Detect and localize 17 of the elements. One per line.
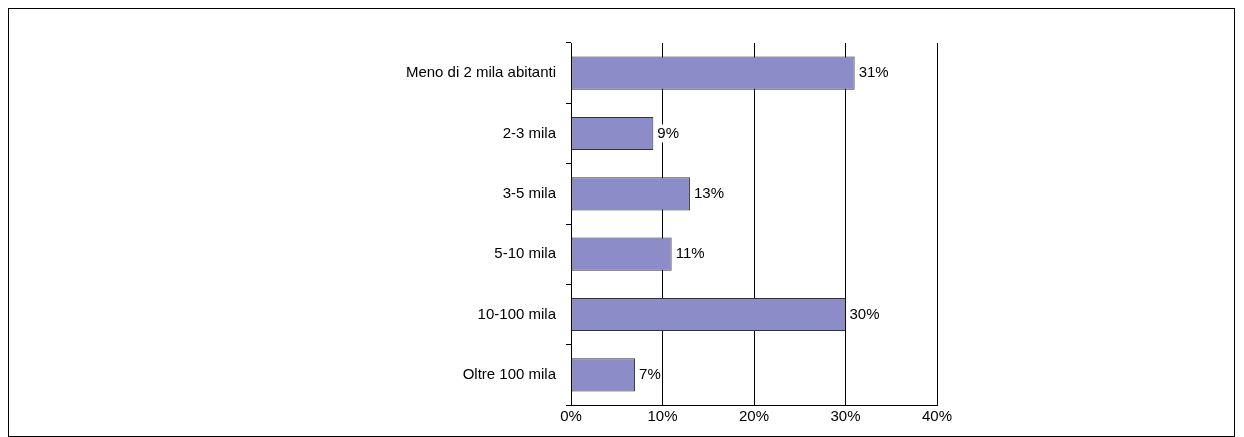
data-label: 31%: [858, 63, 889, 81]
x-tick-label: 0%: [560, 407, 582, 425]
x-tick-label: 10%: [647, 407, 678, 425]
data-label: 11%: [675, 244, 705, 262]
data-label: 7%: [639, 364, 661, 382]
x-tick-label: 30%: [830, 407, 861, 425]
y-tick-label: 2-3 mila: [502, 123, 557, 141]
y-tick-label: Meno di 2 mila abitanti: [405, 63, 556, 81]
y-tick-label: 3-5 mila: [502, 183, 557, 201]
data-label: 30%: [849, 304, 880, 322]
y-tick-label: 5-10 mila: [494, 244, 557, 262]
y-tick-label: Oltre 100 mila: [462, 364, 557, 382]
data-label: 13%: [693, 183, 724, 201]
data-label: 9%: [657, 123, 680, 141]
x-tick-label: 40%: [921, 407, 953, 425]
x-tick-label: 20%: [738, 407, 770, 425]
y-tick-label: 10-100 mila: [477, 304, 557, 322]
